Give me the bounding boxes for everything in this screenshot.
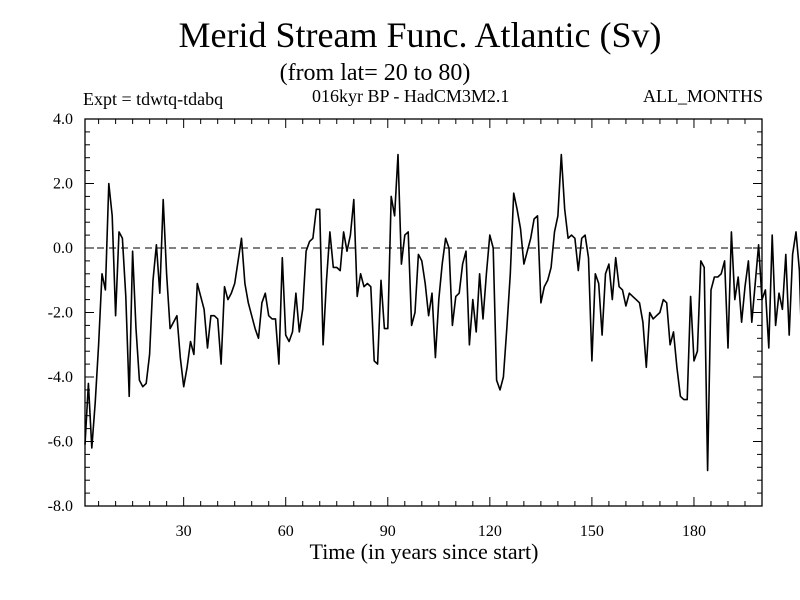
chart-title: Merid Stream Func. Atlantic (Sv) bbox=[178, 15, 662, 55]
y-tick-label: 4.0 bbox=[53, 111, 73, 128]
x-tick-label: 60 bbox=[278, 523, 294, 540]
plot-frame bbox=[84, 118, 763, 507]
experiment-label: Expt = tdwtq-tdabq bbox=[83, 89, 224, 109]
axis-ticks bbox=[85, 119, 762, 506]
chart-subtitle: (from lat= 20 to 80) bbox=[279, 60, 471, 86]
run-label: 016kyr BP - HadCM3M2.1 bbox=[312, 86, 510, 106]
x-axis-label: Time (in years since start) bbox=[309, 539, 539, 564]
y-tick-label: -4.0 bbox=[48, 369, 73, 386]
period-label: ALL_MONTHS bbox=[643, 86, 763, 106]
x-tick-label: 90 bbox=[380, 523, 396, 540]
x-tick-label: 150 bbox=[580, 523, 604, 540]
x-tick-label: 120 bbox=[478, 523, 502, 540]
y-tick-label: -8.0 bbox=[48, 498, 73, 515]
tick-labels: 30 60 90 120 150 180 -8.0 -6.0 -4.0 -2.0 0.0 2.0 4.0 bbox=[48, 111, 706, 540]
data-series-line bbox=[84, 153, 800, 472]
x-tick-label: 30 bbox=[176, 523, 192, 540]
y-tick-label: -6.0 bbox=[48, 434, 73, 451]
y-tick-label: 2.0 bbox=[53, 176, 73, 193]
y-tick-label: 0.0 bbox=[53, 240, 73, 257]
y-tick-label: -2.0 bbox=[48, 305, 73, 322]
x-tick-label: 180 bbox=[682, 523, 706, 540]
